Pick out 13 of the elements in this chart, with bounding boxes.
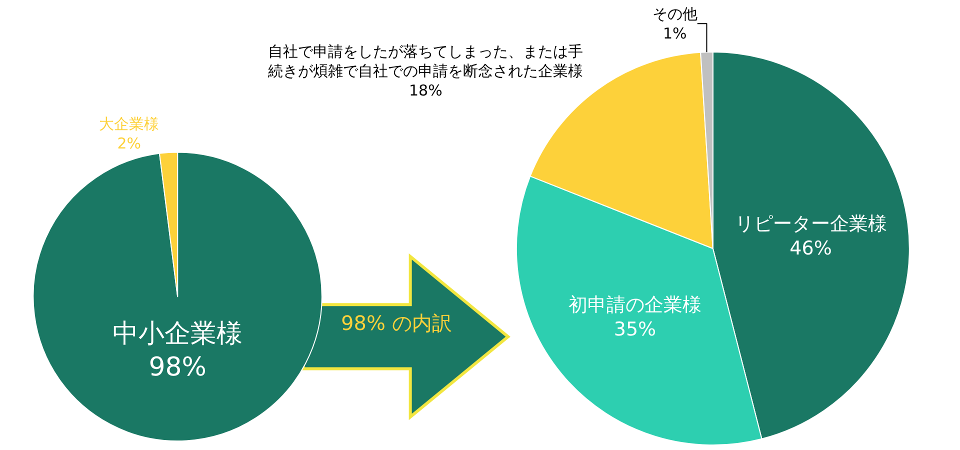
data-label: 2% — [117, 134, 142, 153]
data-label: 1% — [662, 24, 687, 42]
slice-label: 大企業様 — [99, 115, 160, 134]
data-label: 46% — [790, 237, 832, 260]
slice-label: 中小企業様 — [112, 318, 243, 349]
slice-label: 初申請の企業様 — [568, 294, 702, 316]
text: 98% の内訳 — [341, 311, 452, 335]
slice-label: リピーター企業様 — [734, 212, 887, 235]
slice-label: その他 — [652, 4, 698, 23]
slice-label: 自社で申請をしたが落ちてしまった、または手続きが煩雑で自社での申請を断念された企業様 — [267, 42, 584, 80]
data-label: 35% — [614, 318, 656, 341]
data-label: 98% — [148, 352, 206, 383]
data-label: 18% — [408, 81, 442, 100]
